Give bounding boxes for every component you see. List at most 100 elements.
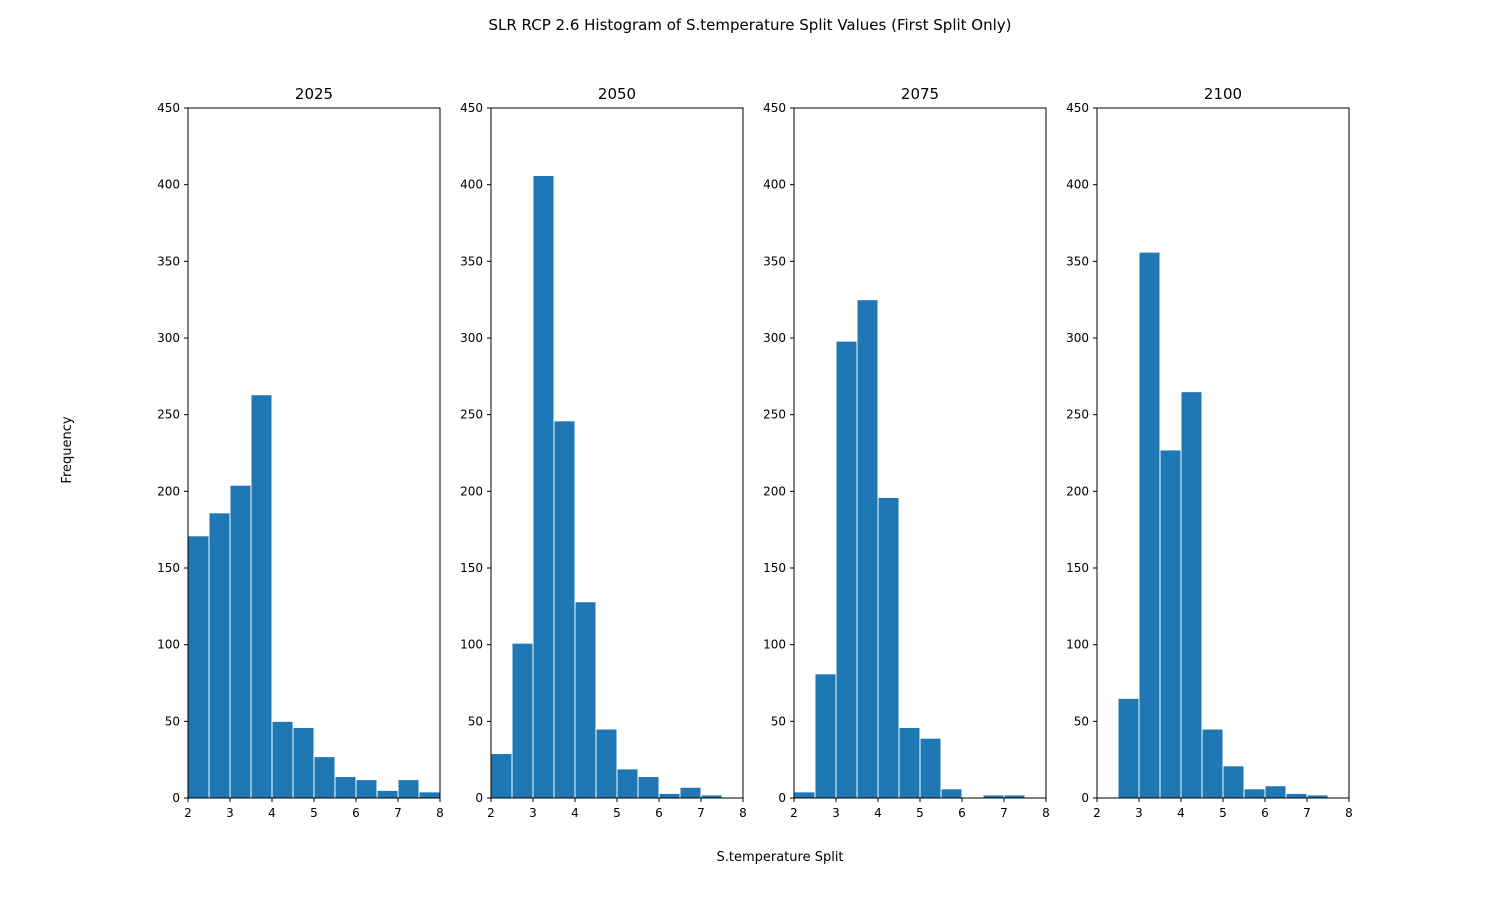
y-tick-label: 450 [763, 101, 786, 115]
y-tick-label: 300 [1066, 331, 1089, 345]
y-tick-label: 100 [460, 638, 483, 652]
y-tick-label: 300 [157, 331, 180, 345]
y-tick-label: 400 [763, 178, 786, 192]
histogram-bar [511, 642, 534, 799]
x-tick-label: 4 [571, 806, 579, 820]
histogram-bar [898, 726, 921, 799]
y-tick-label: 450 [157, 101, 180, 115]
x-tick-label: 2 [184, 806, 192, 820]
histogram-bar [292, 726, 315, 799]
y-tick-label: 350 [1066, 254, 1089, 268]
y-tick-label: 350 [763, 254, 786, 268]
histogram-bar [919, 737, 942, 799]
y-tick-label: 350 [157, 254, 180, 268]
y-tick-label: 150 [763, 561, 786, 575]
y-tick-label: 250 [1066, 408, 1089, 422]
x-tick-label: 3 [832, 806, 840, 820]
axes-frame [1096, 107, 1350, 799]
y-axis-label: Frequency [60, 416, 75, 483]
histogram-bar [397, 779, 420, 799]
subplot-title: 2100 [1204, 85, 1242, 103]
histogram-bar [1117, 697, 1140, 799]
histogram-bar [418, 791, 441, 799]
y-tick-label: 150 [157, 561, 180, 575]
y-tick-label: 0 [1081, 791, 1089, 805]
y-tick-label: 50 [165, 714, 180, 728]
histogram-bar [250, 394, 273, 799]
y-tick-label: 200 [763, 484, 786, 498]
histogram-bar [208, 512, 231, 799]
histogram-bar [637, 776, 660, 799]
histogram-bar [1222, 765, 1245, 799]
x-tick-label: 8 [1042, 806, 1050, 820]
y-tick-label: 50 [468, 714, 483, 728]
y-tick-label: 250 [460, 408, 483, 422]
histogram-bar [835, 340, 858, 799]
y-tick-label: 200 [1066, 484, 1089, 498]
histogram-bar [187, 535, 210, 799]
histogram-bar [376, 789, 399, 799]
y-tick-label: 0 [778, 791, 786, 805]
histogram-bar [1264, 785, 1287, 799]
y-tick-label: 0 [475, 791, 483, 805]
x-tick-label: 7 [394, 806, 402, 820]
subplot-title: 2050 [598, 85, 636, 103]
x-tick-label: 3 [1135, 806, 1143, 820]
subplot-2100: 2100 0 50 100 150 200 250 300 350 400 450 2 3 4 5 6 7 8 [1066, 85, 1353, 820]
y-tick-label: 250 [763, 408, 786, 422]
histogram-bar [553, 420, 576, 799]
x-tick-label: 6 [655, 806, 663, 820]
y-tick-label: 200 [157, 484, 180, 498]
x-tick-label: 8 [1345, 806, 1353, 820]
histogram-bar [658, 792, 681, 799]
y-tick-label: 450 [1066, 101, 1089, 115]
histogram-bar [679, 786, 702, 799]
x-tick-label: 5 [613, 806, 621, 820]
x-axis-label: S.temperature Split [716, 850, 843, 865]
x-tick-label: 8 [436, 806, 444, 820]
x-tick-label: 3 [226, 806, 234, 820]
x-tick-label: 2 [487, 806, 495, 820]
figure-title: SLR RCP 2.6 Histogram of S.temperature S… [488, 16, 1011, 34]
histogram-bar [271, 720, 294, 799]
y-tick-label: 300 [460, 331, 483, 345]
x-tick-label: 6 [1261, 806, 1269, 820]
histogram-bar [574, 601, 597, 799]
x-tick-label: 7 [1303, 806, 1311, 820]
x-tick-label: 4 [268, 806, 276, 820]
x-tick-label: 6 [352, 806, 360, 820]
y-tick-label: 450 [460, 101, 483, 115]
y-tick-label: 100 [157, 638, 180, 652]
x-tick-label: 5 [916, 806, 924, 820]
histogram-bar [877, 496, 900, 799]
y-tick-label: 350 [460, 254, 483, 268]
histogram-bar [1243, 788, 1266, 799]
histogram-bar [616, 768, 639, 799]
subplot-title: 2025 [295, 85, 333, 103]
histogram-bar [229, 484, 252, 799]
subplot-title: 2075 [901, 85, 939, 103]
x-tick-label: 6 [958, 806, 966, 820]
x-tick-label: 7 [697, 806, 705, 820]
x-tick-label: 2 [790, 806, 798, 820]
histogram-bar [313, 756, 336, 799]
histogram-bar [532, 174, 555, 799]
y-tick-label: 50 [771, 714, 786, 728]
x-tick-label: 3 [529, 806, 537, 820]
histogram-bar [1285, 792, 1308, 799]
y-tick-label: 100 [763, 638, 786, 652]
y-tick-label: 300 [763, 331, 786, 345]
x-tick-label: 5 [310, 806, 318, 820]
histogram-bar [595, 728, 618, 799]
x-tick-label: 4 [1177, 806, 1185, 820]
y-tick-label: 400 [1066, 178, 1089, 192]
y-tick-label: 0 [172, 791, 180, 805]
subplot-2025: 2025 0 50 100 150 200 250 300 350 400 450 2 3 4 5 6 7 8 [157, 85, 444, 820]
x-tick-label: 8 [739, 806, 747, 820]
histogram-bar [940, 788, 963, 799]
histogram-bar [814, 673, 837, 799]
y-tick-label: 400 [460, 178, 483, 192]
subplot-2050: 2050 0 50 100 150 200 250 300 350 400 450 2 3 4 5 6 7 8 [460, 85, 747, 820]
